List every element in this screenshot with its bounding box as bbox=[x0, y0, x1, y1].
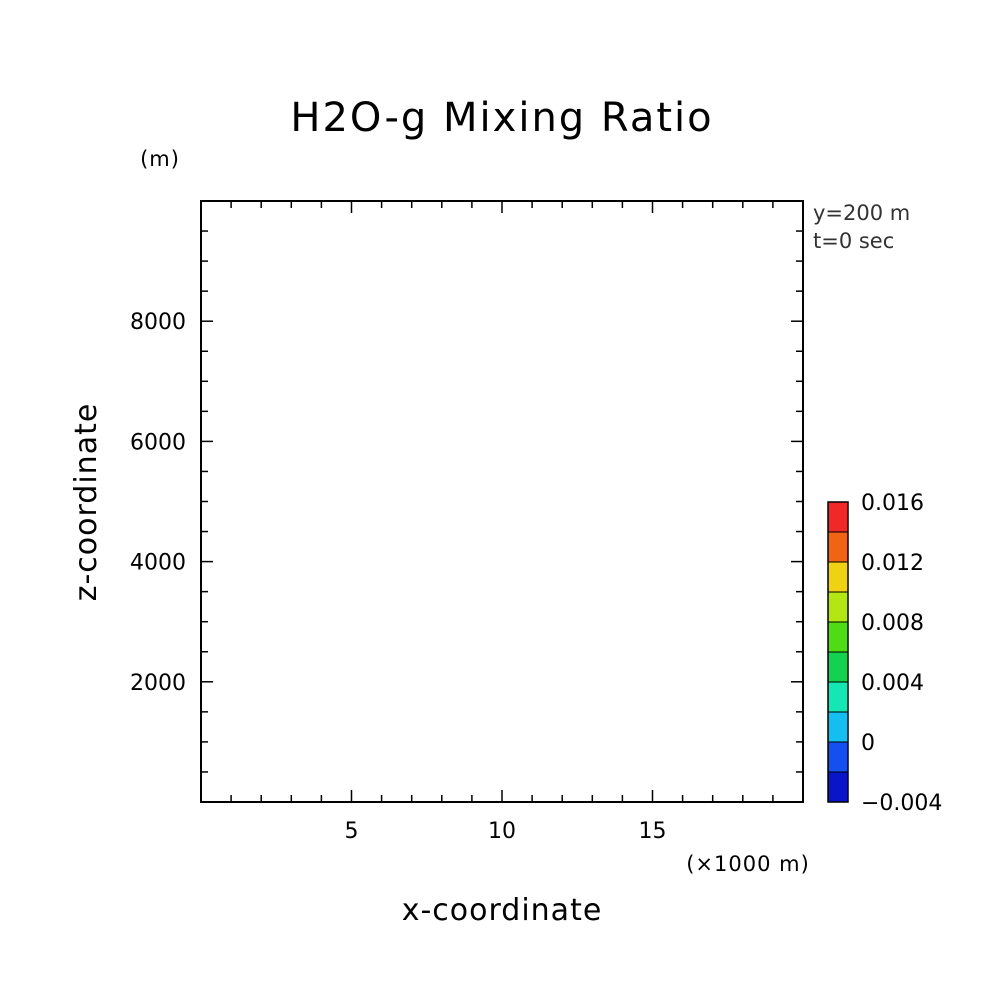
colorbar-tick-label: 0.012 bbox=[861, 551, 924, 576]
x-tick-label: 10 bbox=[488, 819, 516, 844]
x-unit-label: (×1000 m) bbox=[686, 852, 810, 876]
colorbar-swatch bbox=[827, 591, 849, 623]
colorbar-swatch bbox=[827, 741, 849, 773]
colorbar-swatch bbox=[827, 711, 849, 743]
annotation-time: t=0 sec bbox=[813, 229, 894, 253]
y-tick-label: 6000 bbox=[130, 430, 186, 455]
plot-frame bbox=[200, 200, 804, 803]
colorbar-tick-label: 0 bbox=[861, 731, 875, 756]
colorbar-frame bbox=[827, 501, 849, 803]
colorbar-tick-label: −0.004 bbox=[861, 791, 942, 816]
colorbar-swatch bbox=[827, 531, 849, 563]
y-tick-label: 4000 bbox=[130, 551, 186, 576]
x-axis-ticks: 5 10 15 bbox=[230, 201, 774, 844]
colorbar-tick-label: 0.004 bbox=[861, 671, 924, 696]
colorbar-swatch bbox=[827, 501, 849, 533]
colorbar-swatch bbox=[827, 681, 849, 713]
y-unit-label: (m) bbox=[140, 147, 180, 171]
colorbar-tick-label: 0.008 bbox=[861, 611, 924, 636]
x-tick-label: 15 bbox=[639, 819, 667, 844]
colorbar-swatch bbox=[827, 621, 849, 653]
x-tick-label: 5 bbox=[345, 819, 359, 844]
colorbar-swatch bbox=[827, 651, 849, 683]
y-axis-label: z-coordinate bbox=[69, 403, 104, 602]
colorbar-swatch bbox=[827, 771, 849, 803]
y-axis-ticks: 2000 4000 6000 8000 bbox=[130, 230, 803, 773]
chart-title: H2O-g Mixing Ratio bbox=[290, 95, 713, 141]
x-axis-label: x-coordinate bbox=[402, 893, 603, 928]
annotation-y-position: y=200 m bbox=[813, 201, 910, 225]
colorbar: 0.016 0.012 0.008 0.004 0 −0.004 bbox=[827, 491, 942, 816]
colorbar-swatch bbox=[827, 561, 849, 593]
colorbar-tick-label: 0.016 bbox=[861, 491, 924, 516]
y-tick-label: 2000 bbox=[130, 671, 186, 696]
y-tick-label: 8000 bbox=[130, 310, 186, 335]
